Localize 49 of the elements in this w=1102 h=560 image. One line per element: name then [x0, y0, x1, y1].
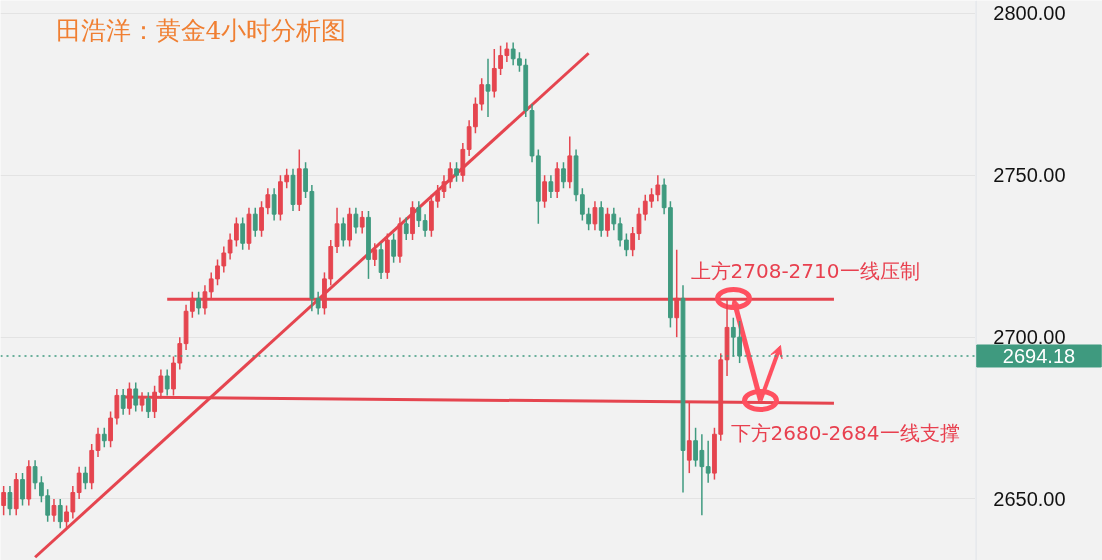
candlestick — [353, 206, 359, 235]
y-tick-label: 2650.00 — [993, 488, 1066, 510]
candlestick — [340, 216, 346, 248]
candlestick — [605, 206, 610, 238]
y-tick-label: 2800.00 — [993, 2, 1066, 25]
candlestick — [611, 206, 617, 232]
candlestick — [554, 161, 560, 199]
candlestick — [485, 58, 491, 118]
candlestick — [315, 291, 321, 316]
y-tick-label: 2750.00 — [993, 164, 1066, 187]
candlestick — [101, 427, 107, 448]
candlestick — [391, 232, 397, 264]
candlestick — [598, 200, 604, 238]
candlestick — [447, 161, 453, 189]
annotation: 下方2680-2684一线支撑 — [730, 420, 960, 445]
candlestick — [378, 242, 384, 280]
candlestick — [705, 439, 711, 484]
candlestick — [196, 291, 202, 316]
annotation: 上方2708-2710一线压制 — [690, 258, 920, 283]
candlestick — [479, 77, 485, 112]
candlestick — [561, 161, 566, 189]
candlestick — [95, 427, 101, 458]
candlestick — [164, 368, 170, 397]
candlestick — [422, 213, 428, 238]
candlestick — [252, 206, 258, 238]
candlestick — [1, 485, 7, 516]
candlestick — [372, 242, 378, 267]
candlestick — [120, 388, 126, 416]
candlestick — [57, 498, 63, 529]
candlestick — [592, 200, 598, 232]
candlestick — [466, 119, 472, 157]
candlestick — [416, 200, 422, 228]
candlestick — [7, 485, 13, 516]
candlestick — [51, 498, 57, 523]
candlestick — [76, 465, 82, 500]
candlestick — [548, 174, 554, 199]
candlestick — [454, 161, 459, 183]
candlestick — [177, 336, 183, 371]
candlestick — [83, 465, 88, 491]
candlestick — [20, 472, 25, 507]
text: 田浩洋：黄金4小时分析图 — [55, 15, 347, 45]
candlestick — [542, 174, 547, 209]
candlestick — [240, 216, 246, 251]
candlestick — [403, 216, 409, 241]
candlestick — [271, 187, 277, 222]
candlestick — [145, 391, 151, 419]
candlestick — [473, 96, 478, 134]
candlestick — [359, 210, 365, 235]
candlestick — [133, 381, 139, 413]
